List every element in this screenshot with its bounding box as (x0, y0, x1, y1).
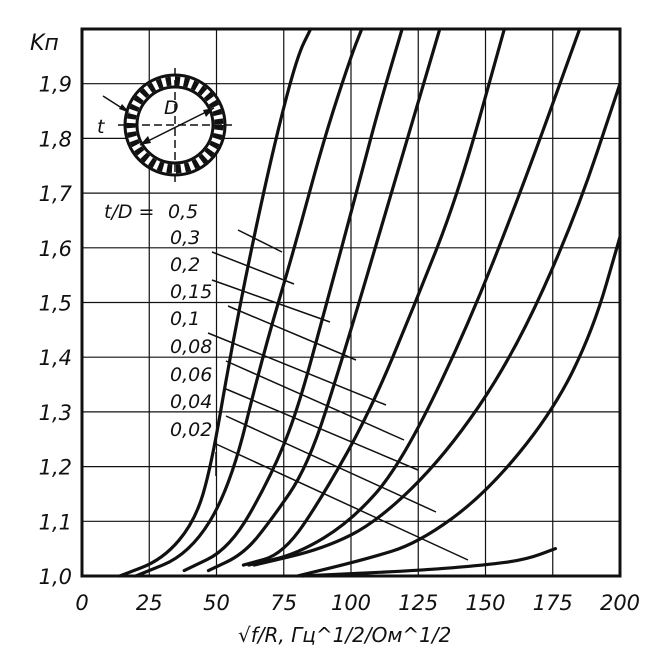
label-leaders (207, 229, 469, 561)
y-tick-label: 1,9 (39, 73, 72, 97)
series-label: 0,2 (170, 254, 200, 276)
series-line (134, 27, 364, 578)
x-tick-label: 175 (533, 591, 573, 615)
series-label: 0,5 (168, 201, 198, 223)
legend-header: t/D = (104, 201, 154, 223)
pipe-cross-section-icon: t D (97, 68, 232, 182)
y-tick-label: 1,6 (39, 237, 72, 261)
x-tick-label: 75 (270, 591, 297, 615)
y-tick-label: 1,0 (39, 565, 72, 589)
series-label-leader (237, 229, 283, 253)
series-line (295, 235, 622, 578)
series-label-leader (207, 332, 387, 406)
y-tick-label: 1,2 (39, 456, 72, 480)
series-label-leader (227, 305, 357, 361)
series-label-leader (211, 251, 295, 285)
inset-t-label: t (97, 116, 106, 138)
series-label: 0,02 (170, 419, 212, 441)
series-label: 0,1 (170, 308, 200, 330)
series-line (252, 82, 622, 567)
series-line (118, 27, 313, 578)
series-label-leader (215, 443, 469, 561)
series-label: 0,15 (170, 281, 212, 303)
x-tick-label: 125 (398, 591, 438, 615)
series-line (241, 27, 506, 567)
series-label-leader (225, 388, 419, 471)
inset-d-label: D (164, 97, 179, 119)
series-label: 0,3 (170, 227, 200, 249)
y-tick-label: 1,4 (39, 346, 72, 370)
series-label: 0,06 (170, 364, 212, 386)
y-tick-label: 1,8 (39, 127, 72, 151)
y-axis-label: Kп (30, 31, 59, 56)
x-axis-label: √f/R, Гц^1/2/Ом^1/2 (238, 623, 451, 647)
x-tick-label: 100 (331, 591, 371, 615)
x-tick-label: 200 (600, 591, 640, 615)
series-label-leader (225, 415, 437, 513)
series-line (300, 547, 558, 578)
series-line (182, 27, 404, 573)
y-tick-label: 1,1 (39, 510, 72, 534)
y-tick-label: 1,5 (39, 292, 72, 316)
series-lines (118, 27, 622, 578)
series-label-leader (211, 279, 331, 323)
tick-labels: 0 25 50 75 100 125 150 175 200 1,0 1,1 1,2 1,3 1,4 1,5… (39, 73, 640, 615)
x-tick-label: 25 (136, 591, 163, 615)
series-line (206, 27, 442, 573)
x-tick-label: 150 (465, 591, 505, 615)
y-tick-label: 1,7 (39, 182, 73, 206)
series-label: 0,04 (170, 391, 212, 413)
x-tick-label: 0 (75, 591, 88, 615)
y-tick-label: 1,3 (39, 401, 72, 425)
x-tick-label: 50 (203, 591, 230, 615)
series-line (247, 27, 582, 567)
series-labels: 0,5 0,3 0,2 0,15 0,1 0,08 0,06 0,04 0,02 (168, 201, 212, 441)
series-label-leader (225, 360, 405, 441)
series-label: 0,08 (170, 336, 212, 358)
